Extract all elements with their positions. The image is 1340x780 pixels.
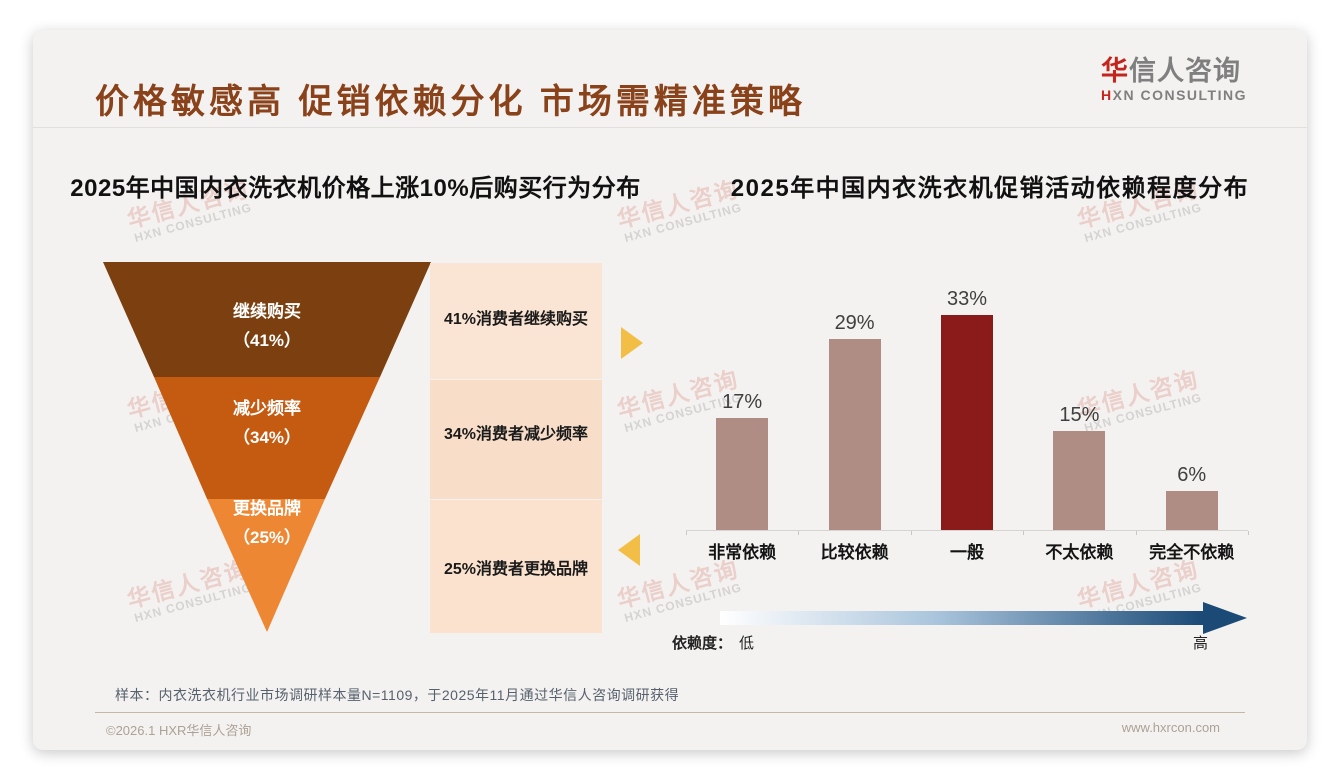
bar-x-axis [686,530,1249,535]
funnel-chart: 继续购买 （41%） 减少频率 （34%） 更换品牌 （25%） [103,262,431,632]
bar [716,418,769,530]
bar [1165,491,1218,530]
left-triangle-icon [618,534,640,566]
bar-value-label: 33% [946,288,987,310]
sample-note: 样本：内衣洗衣机行业市场调研样本量N=1109，于2025年11月通过华信人咨询… [115,687,680,703]
watermark-line2: HXN CONSULTING [1082,200,1204,246]
website-link[interactable]: www.hxrcon.com [1121,720,1220,735]
arrowhead-icon [1203,602,1247,634]
dependency-high-label: 高 [1193,635,1209,652]
funnel-segment-2-value: （34%） [233,427,301,447]
bar-category-label: 一般 [949,543,984,562]
dependency-scale-title: 依赖度： [672,635,733,652]
company-logo: 华信人咨询 HXN CONSULTING [1101,56,1247,103]
page-title: 价格敏感高 促销依赖分化 市场需精准策略 [95,83,806,121]
axis-tick [1135,531,1137,535]
footer-divider [95,712,1245,713]
dependency-gradient-arrow [720,602,1247,634]
bar [940,315,993,530]
bar-slot: 29% [798,288,910,530]
bar-chart-title: 2025年中国内衣洗衣机促销活动依赖程度分布 [730,175,1250,202]
bar-plot: 17% 29% 33% 15% 6% [686,288,1248,530]
gradient-bar [720,611,1203,625]
bar-value-label: 6% [1177,464,1207,486]
funnel-segment-1 [103,262,431,377]
bar [1053,431,1106,530]
slide: 华信人咨询 HXN CONSULTING 华信人咨询 HXN CONSULTING 华信… [33,30,1307,750]
funnel-segment-3-label: 更换品牌 [233,498,301,518]
bar-category-label: 非常依赖 [708,543,777,562]
axis-tick [1248,531,1249,535]
bar-slot: 6% [1136,288,1248,530]
dependency-low-label: 低 [739,635,755,652]
watermark-line2: HXN CONSULTING [132,200,254,246]
funnel-annotation-3: 25%消费者更换品牌 [430,500,602,633]
bar-categories: 非常依赖 比较依赖 一般 不太依赖 完全不依赖 [686,538,1248,563]
title-divider [33,127,1307,128]
watermark-line2: HXN CONSULTING [622,200,744,246]
bar-slot: 15% [1023,288,1135,530]
copyright-text: ©2026.1 HXR华信人咨询 [106,723,252,738]
bar-value-label: 17% [722,391,763,413]
axis-tick [910,531,912,535]
funnel-chart-title: 2025年中国内衣洗衣机价格上涨10%后购买行为分布 [70,175,641,202]
funnel-segment-1-value: （41%） [233,330,301,350]
axis-tick [686,531,687,535]
footer: ©2026.1 HXR华信人咨询 www.hxrcon.com [106,720,1220,739]
dependency-scale-labels: 依赖度： 低 高 [672,632,1248,653]
funnel-segment-3-value: （25%） [233,527,301,547]
axis-tick [798,531,800,535]
bar-value-label: 15% [1059,404,1100,426]
funnel-annotation-2: 34%消费者减少频率 [430,380,602,499]
right-triangle-icon [621,327,643,359]
funnel-segment-3 [207,499,325,632]
bar-slot: 33% [911,288,1023,530]
bar-slot: 17% [686,288,798,530]
logo-chinese-text: 华信人咨询 [1101,56,1242,86]
bar-category-label: 完全不依赖 [1149,543,1235,562]
axis-tick [1023,531,1025,535]
funnel-segment-2 [154,377,380,499]
bar-category-label: 不太依赖 [1045,543,1114,562]
funnel-segment-2-label: 减少频率 [233,398,301,418]
logo-english-text: HXN CONSULTING [1101,87,1247,104]
bar-category-label: 比较依赖 [820,543,889,562]
funnel-annotation-1: 41%消费者继续购买 [430,263,602,379]
bar-value-label: 29% [834,312,875,334]
bar [828,339,881,530]
funnel-segment-1-label: 继续购买 [233,301,301,321]
